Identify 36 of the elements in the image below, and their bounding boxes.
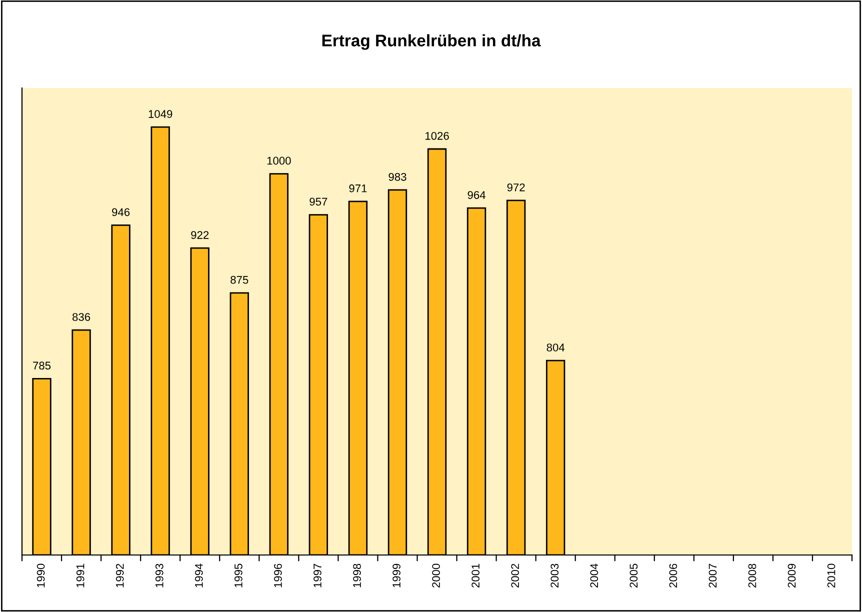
x-tick-label: 2009 <box>788 564 796 588</box>
x-tick-label: 1991 <box>76 564 84 588</box>
x-tick-label: 2003 <box>550 564 559 588</box>
chart-title: Ertrag Runkelrüben in dt/ha <box>322 34 541 50</box>
x-tick-label: 2002 <box>511 564 520 588</box>
data-label: 1049 <box>148 110 172 118</box>
x-tick-label: 1990 <box>36 564 45 588</box>
data-label: 971 <box>349 184 367 192</box>
data-label: 972 <box>507 183 525 192</box>
x-tick-label: 1992 <box>116 564 124 588</box>
x-tick-label: 1993 <box>155 564 164 588</box>
x-tick-label: 2001 <box>472 564 480 588</box>
x-tick-label: 1997 <box>314 564 322 588</box>
x-tick-label: 1998 <box>353 564 361 588</box>
x-tick-label: 1999 <box>392 564 400 588</box>
data-label: 1000 <box>267 156 291 165</box>
data-label: 946 <box>112 208 130 216</box>
x-tick-label: 1995 <box>234 564 242 588</box>
data-label: 1026 <box>425 132 449 140</box>
x-tick-label: 2008 <box>748 564 756 588</box>
x-tick-label: 1994 <box>194 564 203 588</box>
x-tick-label: 2010 <box>827 564 836 588</box>
data-label: 957 <box>310 198 328 206</box>
x-tick-label: 2000 <box>432 564 440 588</box>
data-label: 964 <box>468 191 486 199</box>
x-tick-label: 1996 <box>274 564 282 588</box>
data-label: 983 <box>388 172 406 181</box>
data-label: 875 <box>230 276 248 284</box>
x-tick-label: 2006 <box>669 564 678 588</box>
x-tick-label: 2004 <box>590 564 598 588</box>
data-label: 836 <box>72 313 90 321</box>
x-tick-label: 2005 <box>630 564 638 588</box>
data-label: 922 <box>191 231 209 239</box>
data-label: 785 <box>33 362 51 370</box>
data-label: 804 <box>546 344 565 352</box>
x-tick-label: 2007 <box>708 564 717 588</box>
